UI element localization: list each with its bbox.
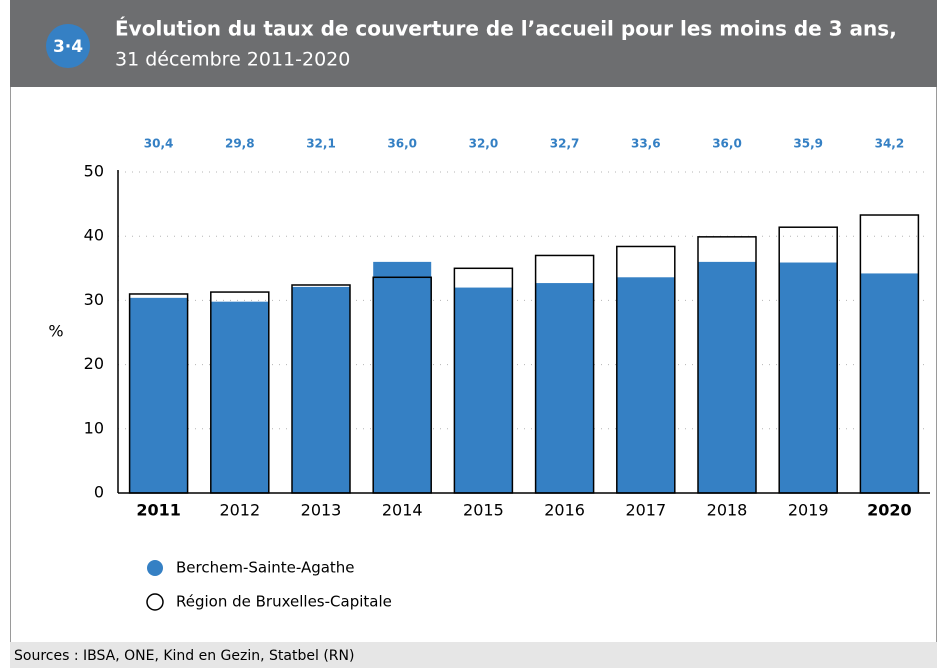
footer [10,642,937,668]
header [10,0,937,87]
chart-subtitle: 31 décembre 2011-2020 [115,49,350,71]
bar [292,286,350,493]
bar [454,287,513,493]
x-tick-label: 2018 [707,501,748,520]
value-label: 29,8 [225,137,255,151]
y-tick-label: 30 [84,290,104,309]
value-label: 32,1 [306,137,336,151]
bar [129,297,188,493]
value-label: 30,4 [144,137,174,151]
y-tick-label: 40 [84,226,104,245]
y-tick-label: 10 [84,418,104,437]
value-label: 33,6 [631,137,661,151]
y-tick-label: 0 [94,483,104,502]
chart-title: Évolution du taux de couverture de l’acc… [115,17,897,41]
badge-label: 3·4 [53,37,83,57]
legend-label: Région de Bruxelles-Capitale [176,593,392,611]
bar [210,301,269,493]
bar [779,262,838,493]
legend-marker [146,593,164,611]
y-axis-label: % [48,322,63,341]
bar [616,277,675,493]
value-label: 35,9 [793,137,823,151]
value-label: 34,2 [875,137,905,151]
y-tick-label: 20 [84,354,104,373]
x-tick-label: 2013 [301,501,342,520]
x-tick-label: 2014 [382,501,423,520]
bar [535,283,594,493]
x-tick-label: 2020 [867,501,912,520]
value-label: 36,0 [387,137,417,151]
x-tick-label: 2012 [219,501,260,520]
bar [860,273,919,493]
legend-label: Berchem-Sainte-Agathe [176,559,355,577]
x-tick-label: 2011 [136,501,181,520]
y-tick-label: 50 [84,162,104,181]
x-tick-label: 2015 [463,501,504,520]
bar [698,261,756,493]
value-label: 36,0 [712,137,742,151]
source: Sources : IBSA, ONE, Kind en Gezin, Stat… [14,648,354,664]
legend-marker [147,560,163,576]
x-tick-label: 2016 [544,501,585,520]
badge [46,24,90,68]
x-tick-label: 2017 [625,501,666,520]
value-label: 32,7 [550,137,580,151]
value-label: 32,0 [469,137,499,151]
x-tick-label: 2019 [788,501,829,520]
bar [373,261,432,493]
